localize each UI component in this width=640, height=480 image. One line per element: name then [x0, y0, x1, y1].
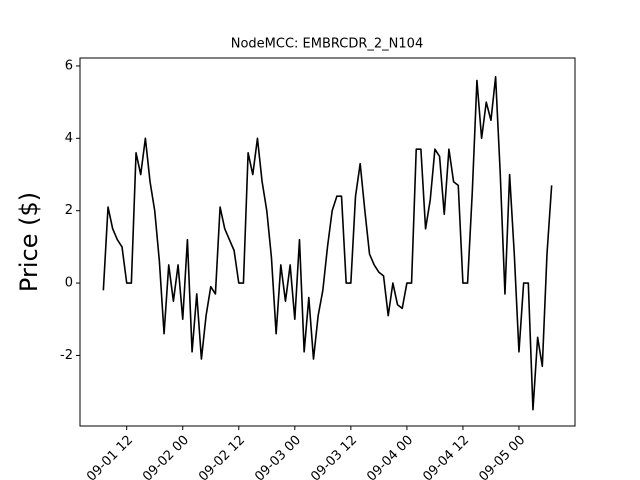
- line-series: [102, 76, 553, 411]
- y-tick-label: 6: [65, 58, 73, 73]
- y-tick-label: -2: [60, 348, 73, 363]
- y-tick-label: 2: [65, 203, 73, 218]
- chart-title: NodeMCC: EMBRCDR_2_N104: [231, 37, 423, 52]
- y-tick-label: 4: [65, 131, 73, 146]
- y-axis-label: Price ($): [15, 192, 43, 292]
- plot-area: [102, 76, 553, 411]
- y-tick-label: 0: [65, 276, 73, 291]
- axes-frame: [79, 57, 576, 427]
